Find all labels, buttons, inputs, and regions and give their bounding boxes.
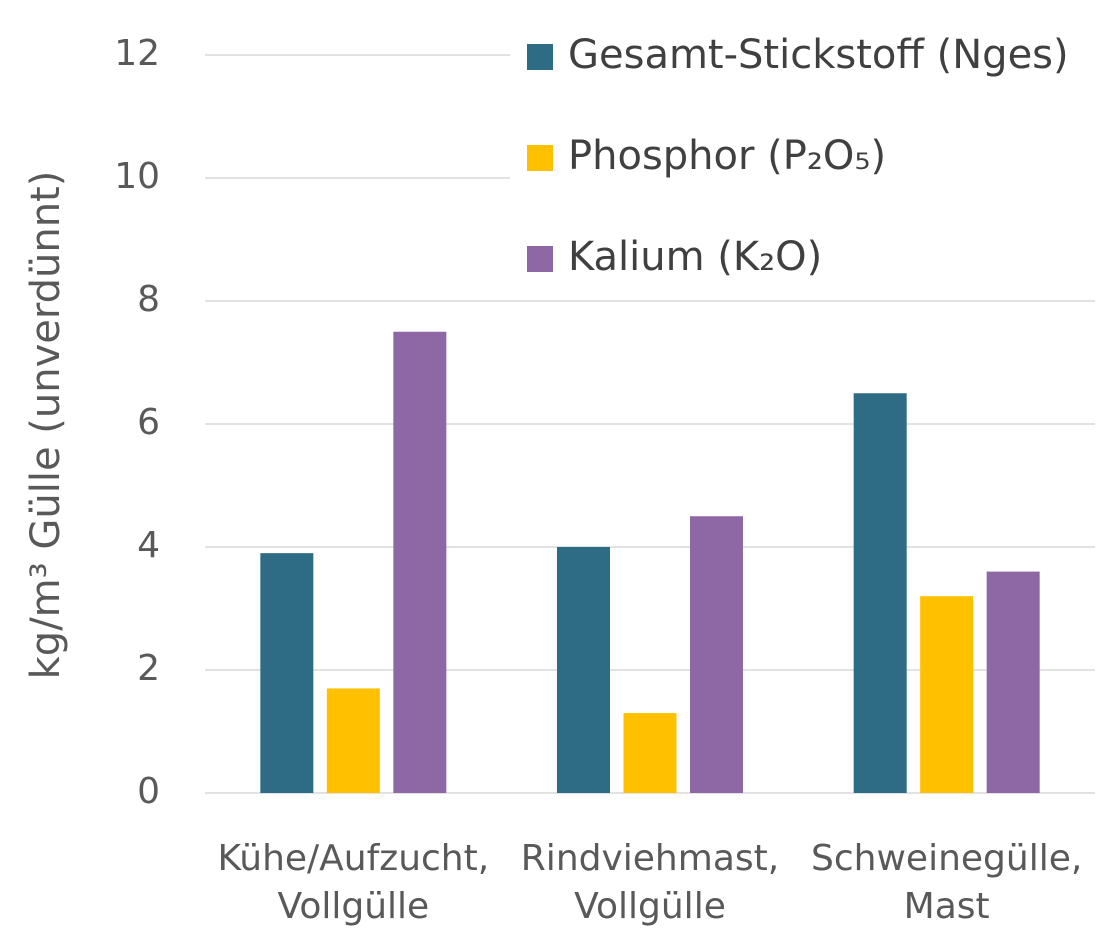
- x-tick-label: Kühe/Aufzucht, Vollgülle: [217, 838, 489, 927]
- bar: [393, 331, 447, 793]
- y-tick-label: 0: [137, 771, 160, 812]
- legend-label: Phosphor (P₂O₅): [568, 133, 886, 179]
- bar: [260, 553, 314, 793]
- bar: [557, 547, 610, 793]
- x-tick-label: Schweinegülle, Mast: [811, 838, 1082, 927]
- y-tick-label: 12: [114, 33, 160, 74]
- legend-swatch: [527, 145, 553, 171]
- legend-label: Gesamt-Stickstoff (Nges): [568, 32, 1069, 78]
- y-tick-label: 10: [114, 156, 160, 197]
- y-tick-label: 4: [137, 525, 160, 566]
- x-tick-label: Rindviehmast, Vollgülle: [521, 838, 779, 927]
- y-tick-label: 2: [137, 648, 160, 689]
- legend-label: Kalium (K₂O): [568, 234, 822, 280]
- bar: [690, 516, 743, 793]
- legend-swatch: [527, 44, 553, 70]
- bar: [623, 713, 677, 793]
- legend-background: [510, 28, 1100, 298]
- y-tick-label: 6: [137, 402, 160, 443]
- bar: [920, 596, 974, 793]
- legend-swatch: [527, 246, 553, 272]
- bar: [326, 688, 380, 793]
- y-tick-label: 8: [137, 279, 160, 320]
- bar: [853, 393, 907, 793]
- bar: [986, 571, 1040, 793]
- y-axis-label: kg/m³ Gülle (unverdünnt): [23, 171, 69, 680]
